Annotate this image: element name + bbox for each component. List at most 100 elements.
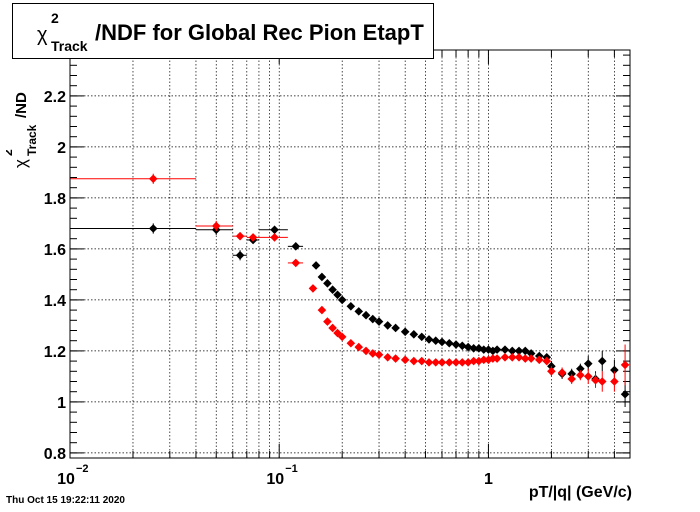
data-point [463, 358, 473, 367]
data-point [317, 272, 327, 282]
data-point [591, 375, 600, 385]
data-point [576, 370, 585, 380]
data-point [620, 360, 630, 370]
data-point [620, 389, 630, 399]
data-point [488, 346, 498, 356]
y-tick-label: 2.2 [44, 89, 66, 106]
data-point [431, 336, 441, 345]
data-point [500, 352, 510, 362]
y-tick-label: 1 [57, 395, 66, 412]
data-point [291, 242, 301, 251]
data-point [507, 352, 517, 362]
data-point [463, 342, 473, 352]
data-point [417, 332, 427, 342]
data-point [457, 358, 467, 367]
data-point [368, 349, 378, 358]
data-point [526, 349, 536, 358]
data-point [235, 231, 245, 241]
data-point [484, 345, 493, 354]
data-point [346, 338, 356, 348]
data-point [337, 332, 347, 342]
y-tick-label: 2 [57, 140, 66, 157]
x-tick-label: 10 [57, 471, 75, 488]
plot-frame [69, 49, 631, 459]
title-subscript: Track [51, 38, 88, 54]
ylabel-chi-symbol: χ [11, 159, 30, 168]
data-point [328, 285, 337, 294]
data-point [308, 284, 318, 293]
axis-ticks [69, 50, 630, 458]
data-point [492, 354, 502, 363]
y-tick-label: 1.4 [44, 293, 66, 310]
data-point [484, 355, 493, 365]
x-axis-label: pT/|q| (GeV/c) [528, 484, 632, 501]
grid-lines [69, 50, 630, 458]
data-point [479, 355, 489, 365]
data-point [270, 233, 279, 242]
data-point [337, 295, 347, 305]
data-point [451, 358, 461, 367]
data-point [424, 335, 434, 344]
data-point [323, 317, 332, 326]
data-point [317, 305, 327, 315]
data-point [520, 354, 530, 363]
data-point [409, 330, 419, 339]
data-point [451, 340, 461, 349]
data-point [610, 365, 619, 375]
data-point [474, 356, 484, 366]
title-superscript: 2 [51, 10, 59, 26]
data-point [567, 369, 576, 379]
data-point [492, 345, 502, 354]
y-tick-label: 1.6 [44, 242, 66, 259]
data-point [333, 290, 342, 300]
chart-title: χ 2 Track /NDF for Global Rec Pion EtapT [12, 3, 434, 59]
data-point [479, 345, 489, 354]
data-point [500, 345, 510, 354]
data-point [374, 350, 384, 360]
data-point [354, 342, 364, 352]
y-axis-label: χ 2 Track /ND [6, 92, 39, 168]
data-point [547, 367, 556, 376]
ylabel-text: /ND [13, 92, 30, 118]
data-point [361, 346, 371, 356]
x-tick-exponent: −1 [285, 463, 298, 475]
data-point [391, 354, 400, 363]
data-point [333, 328, 342, 338]
data-point [368, 314, 378, 324]
data-point [248, 233, 258, 242]
data-point [235, 250, 245, 260]
data-point [457, 341, 467, 351]
data-point [291, 258, 301, 268]
data-point [444, 338, 454, 348]
x-tick-label: 1 [484, 471, 493, 488]
data-point [597, 377, 607, 386]
data-point [514, 346, 524, 356]
data-point [469, 356, 478, 366]
data-point [328, 323, 337, 333]
data-point [514, 352, 524, 362]
data-point [583, 372, 593, 381]
y-tick-label: 1.8 [44, 191, 66, 208]
data-point [148, 224, 158, 233]
ylabel-superscript: 2 [6, 149, 15, 156]
data-point [391, 323, 400, 333]
data-point [534, 355, 544, 365]
data-point [424, 358, 434, 367]
data-point [270, 225, 279, 235]
data-point [583, 359, 593, 368]
series-0 [70, 223, 630, 407]
data-point [417, 356, 427, 366]
ylabel-subscript: Track [25, 124, 39, 156]
data-point [610, 377, 619, 386]
data-point [346, 301, 356, 311]
data-point [431, 358, 441, 367]
data-point [526, 354, 536, 363]
data-point [437, 358, 447, 367]
data-point [374, 317, 384, 326]
x-tick-exponent: −2 [76, 463, 89, 475]
data-point [354, 307, 364, 316]
data-point [567, 374, 576, 384]
data-point [542, 356, 552, 366]
series-1 [70, 173, 630, 392]
